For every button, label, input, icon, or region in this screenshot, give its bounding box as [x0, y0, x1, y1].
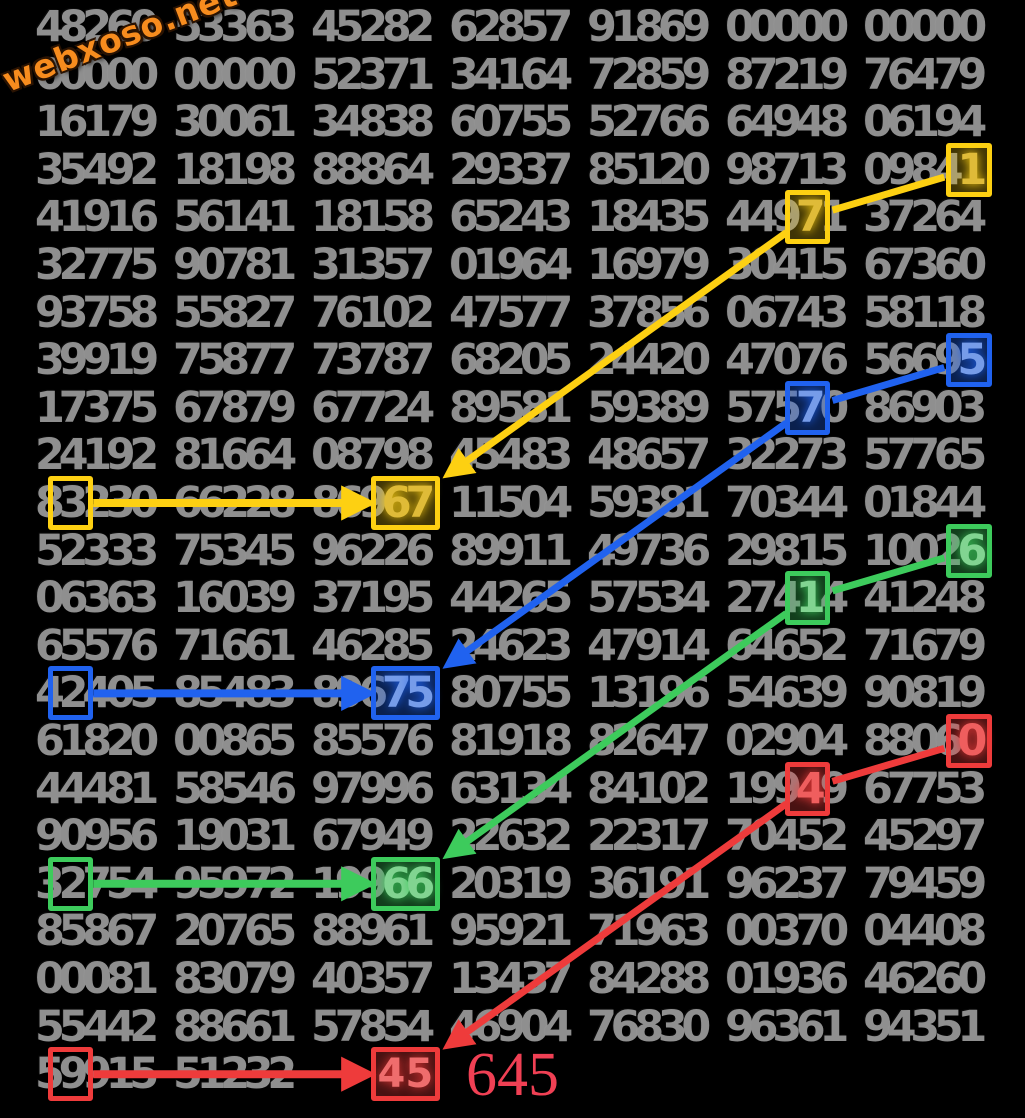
highlight-box-green: [370, 856, 440, 911]
chain-line-red: [442, 800, 789, 1050]
highlight-box-green: [946, 523, 992, 578]
chain-line-blue: [831, 364, 946, 404]
grid-number: 36191: [587, 861, 711, 907]
chain-line-green: [831, 554, 946, 595]
chain-line-red: [831, 744, 946, 785]
highlight-box-yellow: [370, 476, 440, 530]
highlight-box-blue: [370, 666, 440, 721]
result-number: 645: [466, 1041, 559, 1109]
highlight-box-red: 45: [370, 1047, 440, 1102]
highlight-box-blue: [946, 333, 992, 388]
highlight-box-yellow: [946, 142, 992, 197]
chain-line-green: [442, 610, 789, 860]
highlight-box-blue: [47, 666, 94, 721]
highlight-box-red: [47, 1047, 94, 1102]
highlight-box-yellow: [784, 190, 831, 245]
chain-line-yellow: [831, 173, 946, 214]
highlight-box-yellow: [47, 476, 94, 530]
highlight-box-blue: [784, 380, 831, 435]
chain-line-yellow: [442, 229, 789, 479]
chain-line-blue: [442, 420, 789, 669]
highlight-box-green: [784, 571, 831, 626]
highlight-box-red: [784, 761, 831, 816]
highlight-box-red: [946, 714, 992, 768]
grid-number: 30415: [725, 242, 849, 288]
highlight-box-green: [47, 856, 94, 911]
